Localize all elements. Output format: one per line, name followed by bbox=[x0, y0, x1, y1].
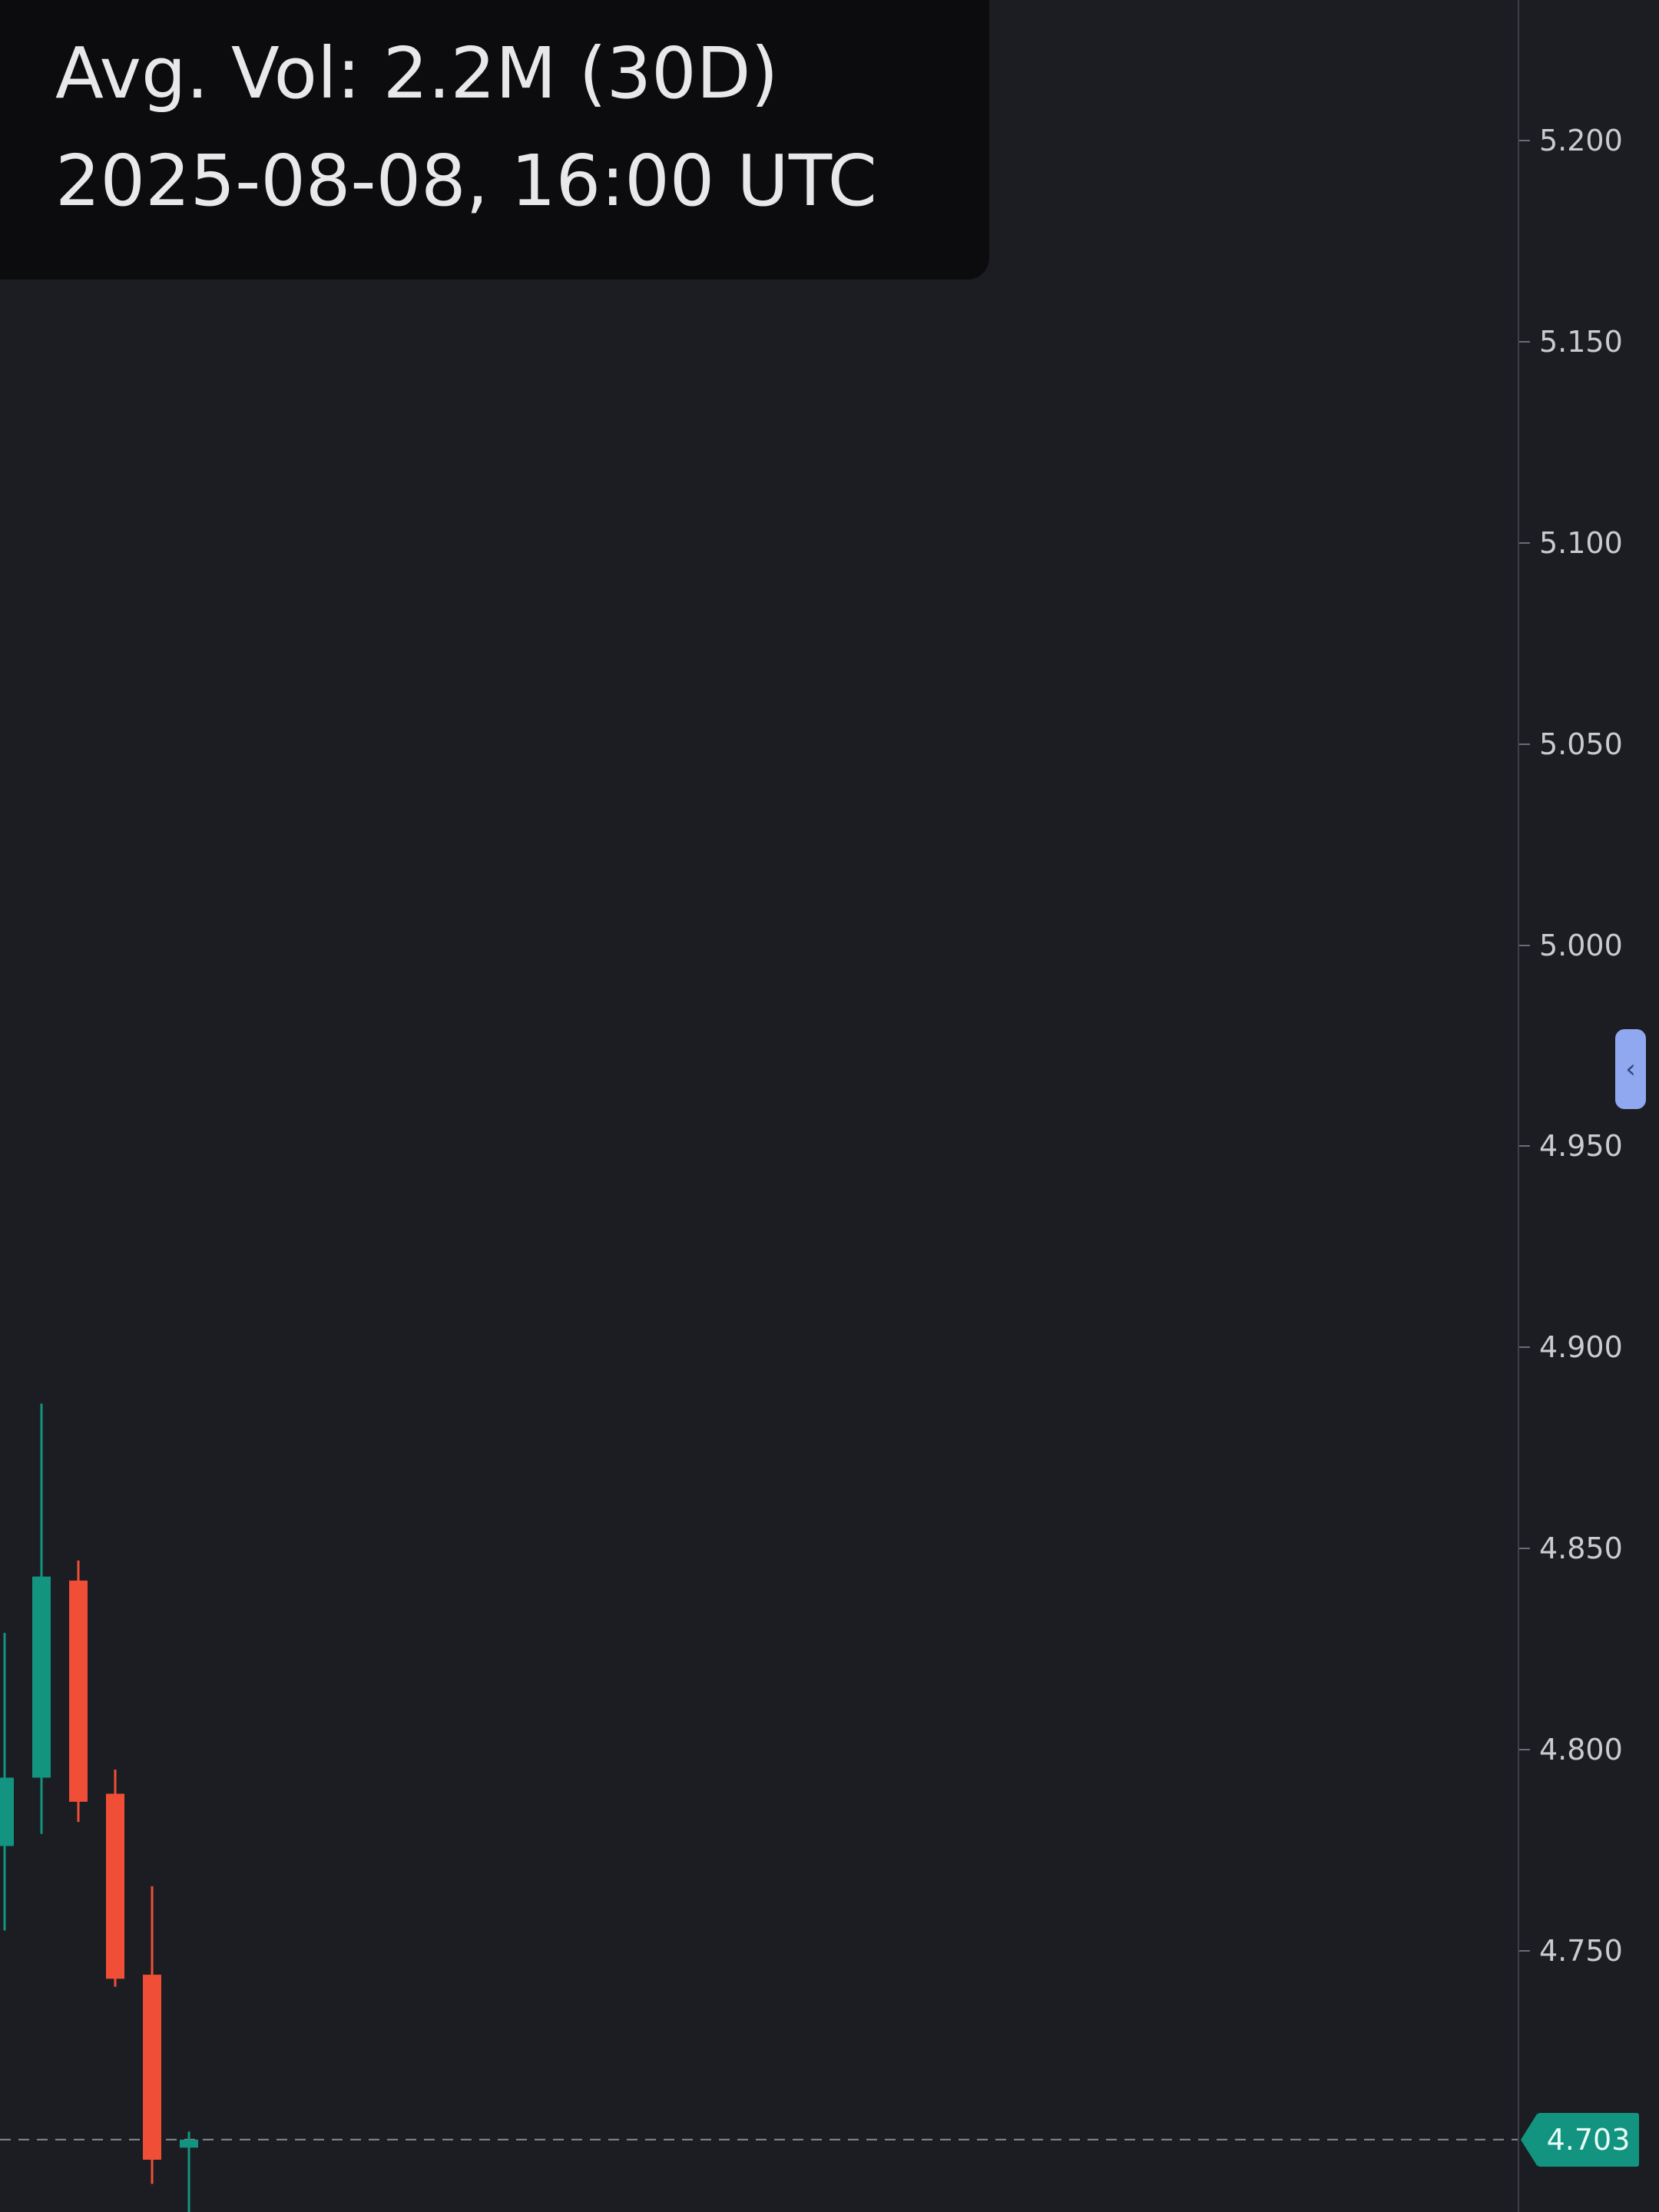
price-tick-mark bbox=[1519, 1145, 1530, 1147]
price-tick-mark bbox=[1519, 743, 1530, 745]
price-tick-label: 4.900 bbox=[1539, 1330, 1623, 1365]
price-tick-label: 4.750 bbox=[1539, 1933, 1623, 1968]
price-tick-label: 5.050 bbox=[1539, 727, 1623, 761]
last-price-tag: 4.703 bbox=[1521, 2112, 1639, 2167]
candlestick-chart bbox=[0, 1403, 1519, 2212]
price-tick-mark bbox=[1519, 1949, 1530, 1952]
candle[interactable] bbox=[0, 1632, 14, 1931]
chart-info-overlay: Avg. Vol: 2.2M (30D) 2025-08-08, 16:00 U… bbox=[0, 0, 989, 280]
price-tick-mark bbox=[1519, 1748, 1530, 1750]
price-tick-label: 5.150 bbox=[1539, 325, 1623, 359]
price-tick-mark bbox=[1519, 140, 1530, 142]
price-tick-mark bbox=[1519, 541, 1530, 544]
timestamp-label: 2025-08-08, 16:00 UTC bbox=[55, 140, 877, 222]
price-tick-label: 5.200 bbox=[1539, 124, 1623, 158]
price-tick-label: 4.950 bbox=[1539, 1129, 1623, 1164]
price-tick-label: 4.800 bbox=[1539, 1732, 1623, 1767]
price-tick-mark bbox=[1519, 341, 1530, 343]
candle-body bbox=[0, 1777, 14, 1846]
candle[interactable] bbox=[180, 2131, 198, 2212]
candle-body bbox=[69, 1580, 88, 1802]
price-tick-mark bbox=[1519, 944, 1530, 946]
last-price-value: 4.703 bbox=[1546, 2122, 1631, 2157]
chevron-left-icon: ‹ bbox=[1625, 1054, 1636, 1084]
candle[interactable] bbox=[69, 1560, 88, 1823]
candle[interactable] bbox=[106, 1770, 124, 1987]
candle[interactable] bbox=[32, 1403, 51, 1834]
candle-body bbox=[180, 2139, 198, 2148]
price-tick-label: 5.100 bbox=[1539, 525, 1623, 560]
price-tick-mark bbox=[1519, 1548, 1530, 1549]
price-tick-mark bbox=[1519, 1346, 1530, 1349]
candle[interactable] bbox=[143, 1886, 161, 2184]
candle-body bbox=[143, 1975, 161, 2160]
avg-volume-label: Avg. Vol: 2.2M (30D) bbox=[55, 32, 779, 114]
collapse-panel-button[interactable]: ‹ bbox=[1615, 1029, 1646, 1109]
candle-body bbox=[106, 1793, 124, 1979]
price-tick-label: 5.000 bbox=[1539, 928, 1623, 962]
candle-body bbox=[32, 1576, 51, 1778]
chart-plot-area[interactable] bbox=[0, 0, 1519, 2212]
price-tick-label: 4.850 bbox=[1539, 1532, 1623, 1565]
